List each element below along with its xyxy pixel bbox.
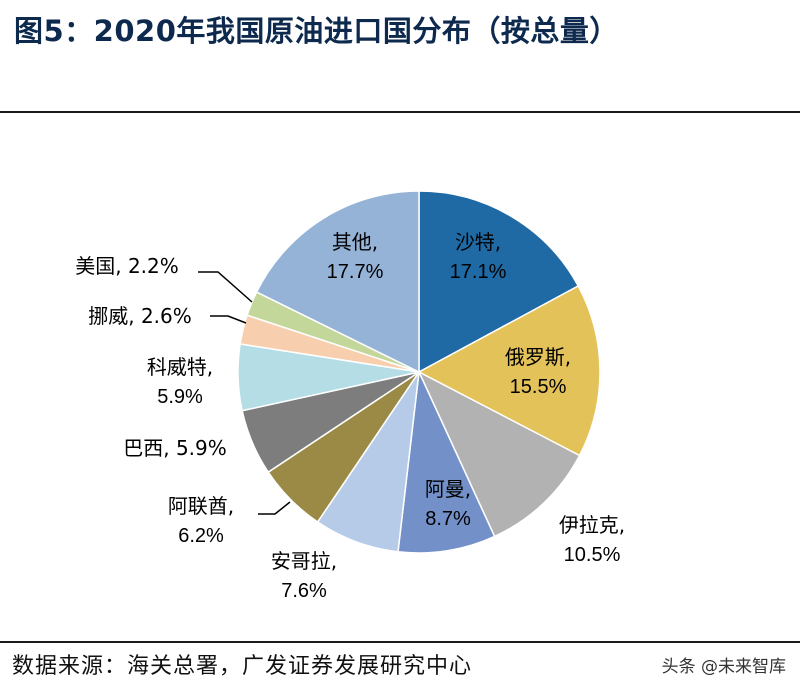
leader-line-10 [198, 271, 253, 303]
slice-label-11: 其他, [332, 230, 378, 254]
slice-label-9: 挪威, 2.6% [88, 304, 192, 328]
pie-slice-2 [417, 284, 601, 457]
bottom-divider [0, 641, 800, 643]
slice-label-4: 阿曼, [425, 477, 471, 501]
watermark: 头条 @未来智库 [661, 657, 786, 677]
slice-label-6: 阿联酋, [168, 494, 234, 518]
data-source: 数据来源：海关总署，广发证券发展研究中心 [12, 654, 473, 679]
slice-label-2: 俄罗斯, [505, 345, 571, 369]
pie-slice-4 [397, 369, 496, 554]
slice-percent-5: 7.6% [281, 580, 327, 602]
slice-percent-2: 15.5% [510, 376, 567, 398]
leader-line-9 [210, 315, 247, 324]
slice-label-5: 安哥拉, [271, 549, 337, 573]
pie-chart: 沙特, 17.1% 俄罗斯, 15.5% 伊拉克, 10.5% 阿曼, 8.7% 安哥拉, 7.6… [75, 190, 625, 602]
leader-lines [198, 271, 291, 515]
top-divider [0, 111, 800, 113]
slice-label-7: 巴西, 5.9% [123, 436, 227, 460]
slice-percent-6: 6.2% [178, 525, 224, 547]
pie-slices [237, 190, 601, 554]
slice-label-8: 科威特, [147, 355, 213, 379]
slice-labels: 沙特, 17.1% 俄罗斯, 15.5% 伊拉克, 10.5% 阿曼, 8.7% 安哥拉, 7.6… [75, 230, 625, 602]
slice-label-3: 伊拉克, [559, 513, 625, 537]
slice-percent-1: 17.1% [450, 261, 507, 283]
pie-slice-1 [418, 190, 580, 374]
pie-slice-11 [255, 190, 420, 374]
slice-label-1: 沙特, [455, 230, 501, 254]
pie-slice-3 [417, 370, 581, 538]
slice-percent-8: 5.9% [157, 386, 203, 408]
slice-label-10: 美国, 2.2% [75, 254, 179, 278]
leader-line-6 [258, 501, 291, 515]
slice-percent-11: 17.7% [327, 261, 384, 283]
slice-percent-4: 8.7% [425, 508, 471, 530]
chart-title: 图5：2020年我国原油进口国分布（按总量） [14, 14, 619, 48]
slice-percent-3: 10.5% [564, 544, 621, 566]
